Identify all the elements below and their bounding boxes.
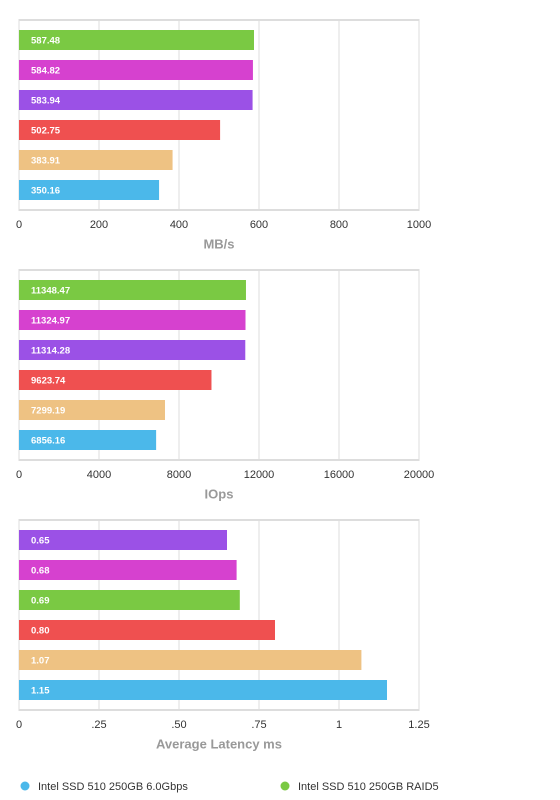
- bar: [19, 90, 253, 110]
- bar: [19, 530, 227, 550]
- value-label: 7299.19: [31, 406, 65, 417]
- bar: [19, 680, 387, 700]
- value-label: 350.16: [31, 186, 60, 197]
- value-label: 502.75: [31, 126, 61, 137]
- bar: [19, 400, 165, 420]
- axis-label: Average Latency ms: [156, 736, 282, 751]
- value-label: 1.15: [31, 686, 50, 697]
- bar: [19, 150, 173, 170]
- x-tick-label: 16000: [324, 469, 355, 481]
- bar: [19, 430, 157, 450]
- x-tick-label: .50: [171, 719, 186, 731]
- value-label: 11314.28: [31, 346, 70, 357]
- x-tick-label: .75: [251, 719, 266, 731]
- axis-label: IOps: [205, 486, 234, 501]
- value-label: 0.68: [31, 566, 50, 577]
- legend-label: Intel SSD 510 250GB RAID5: [298, 781, 439, 793]
- x-tick-label: 400: [170, 219, 188, 231]
- x-tick-label: 0: [16, 469, 22, 481]
- x-tick-label: .25: [91, 719, 106, 731]
- value-label: 583.94: [31, 96, 61, 107]
- x-tick-label: 20000: [404, 469, 435, 481]
- x-tick-label: 8000: [167, 469, 191, 481]
- x-tick-label: 200: [90, 219, 108, 231]
- bar: [19, 590, 240, 610]
- bar: [19, 370, 212, 390]
- bar: [19, 340, 246, 360]
- value-label: 0.80: [31, 626, 50, 637]
- bar: [19, 280, 246, 300]
- value-label: 11324.97: [31, 316, 70, 327]
- bar: [19, 60, 253, 80]
- x-tick-label: 1: [336, 719, 342, 731]
- legend-marker: [280, 781, 290, 791]
- value-label: 0.65: [31, 536, 50, 547]
- value-label: 11348.47: [31, 286, 70, 297]
- x-tick-label: 800: [330, 219, 348, 231]
- value-label: 383.91: [31, 156, 61, 167]
- bar: [19, 310, 246, 330]
- x-tick-label: 1.25: [408, 719, 429, 731]
- x-tick-label: 1000: [407, 219, 431, 231]
- value-label: 1.07: [31, 656, 50, 667]
- x-tick-label: 12000: [244, 469, 275, 481]
- bar: [19, 620, 275, 640]
- value-label: 584.82: [31, 66, 60, 77]
- bar: [19, 30, 254, 50]
- value-label: 0.69: [31, 596, 50, 607]
- legend-marker: [20, 781, 30, 791]
- bar: [19, 180, 160, 200]
- axis-label: MB/s: [203, 236, 234, 251]
- bar: [19, 120, 221, 140]
- value-label: 6856.16: [31, 436, 65, 447]
- x-tick-label: 0: [16, 219, 22, 231]
- legend-label: Intel SSD 510 250GB 6.0Gbps: [38, 781, 188, 793]
- x-tick-label: 4000: [87, 469, 111, 481]
- value-label: 9623.74: [31, 376, 66, 387]
- bar: [19, 650, 362, 670]
- value-label: 587.48: [31, 36, 60, 47]
- x-tick-label: 600: [250, 219, 268, 231]
- bar: [19, 560, 237, 580]
- x-tick-label: 0: [16, 719, 22, 731]
